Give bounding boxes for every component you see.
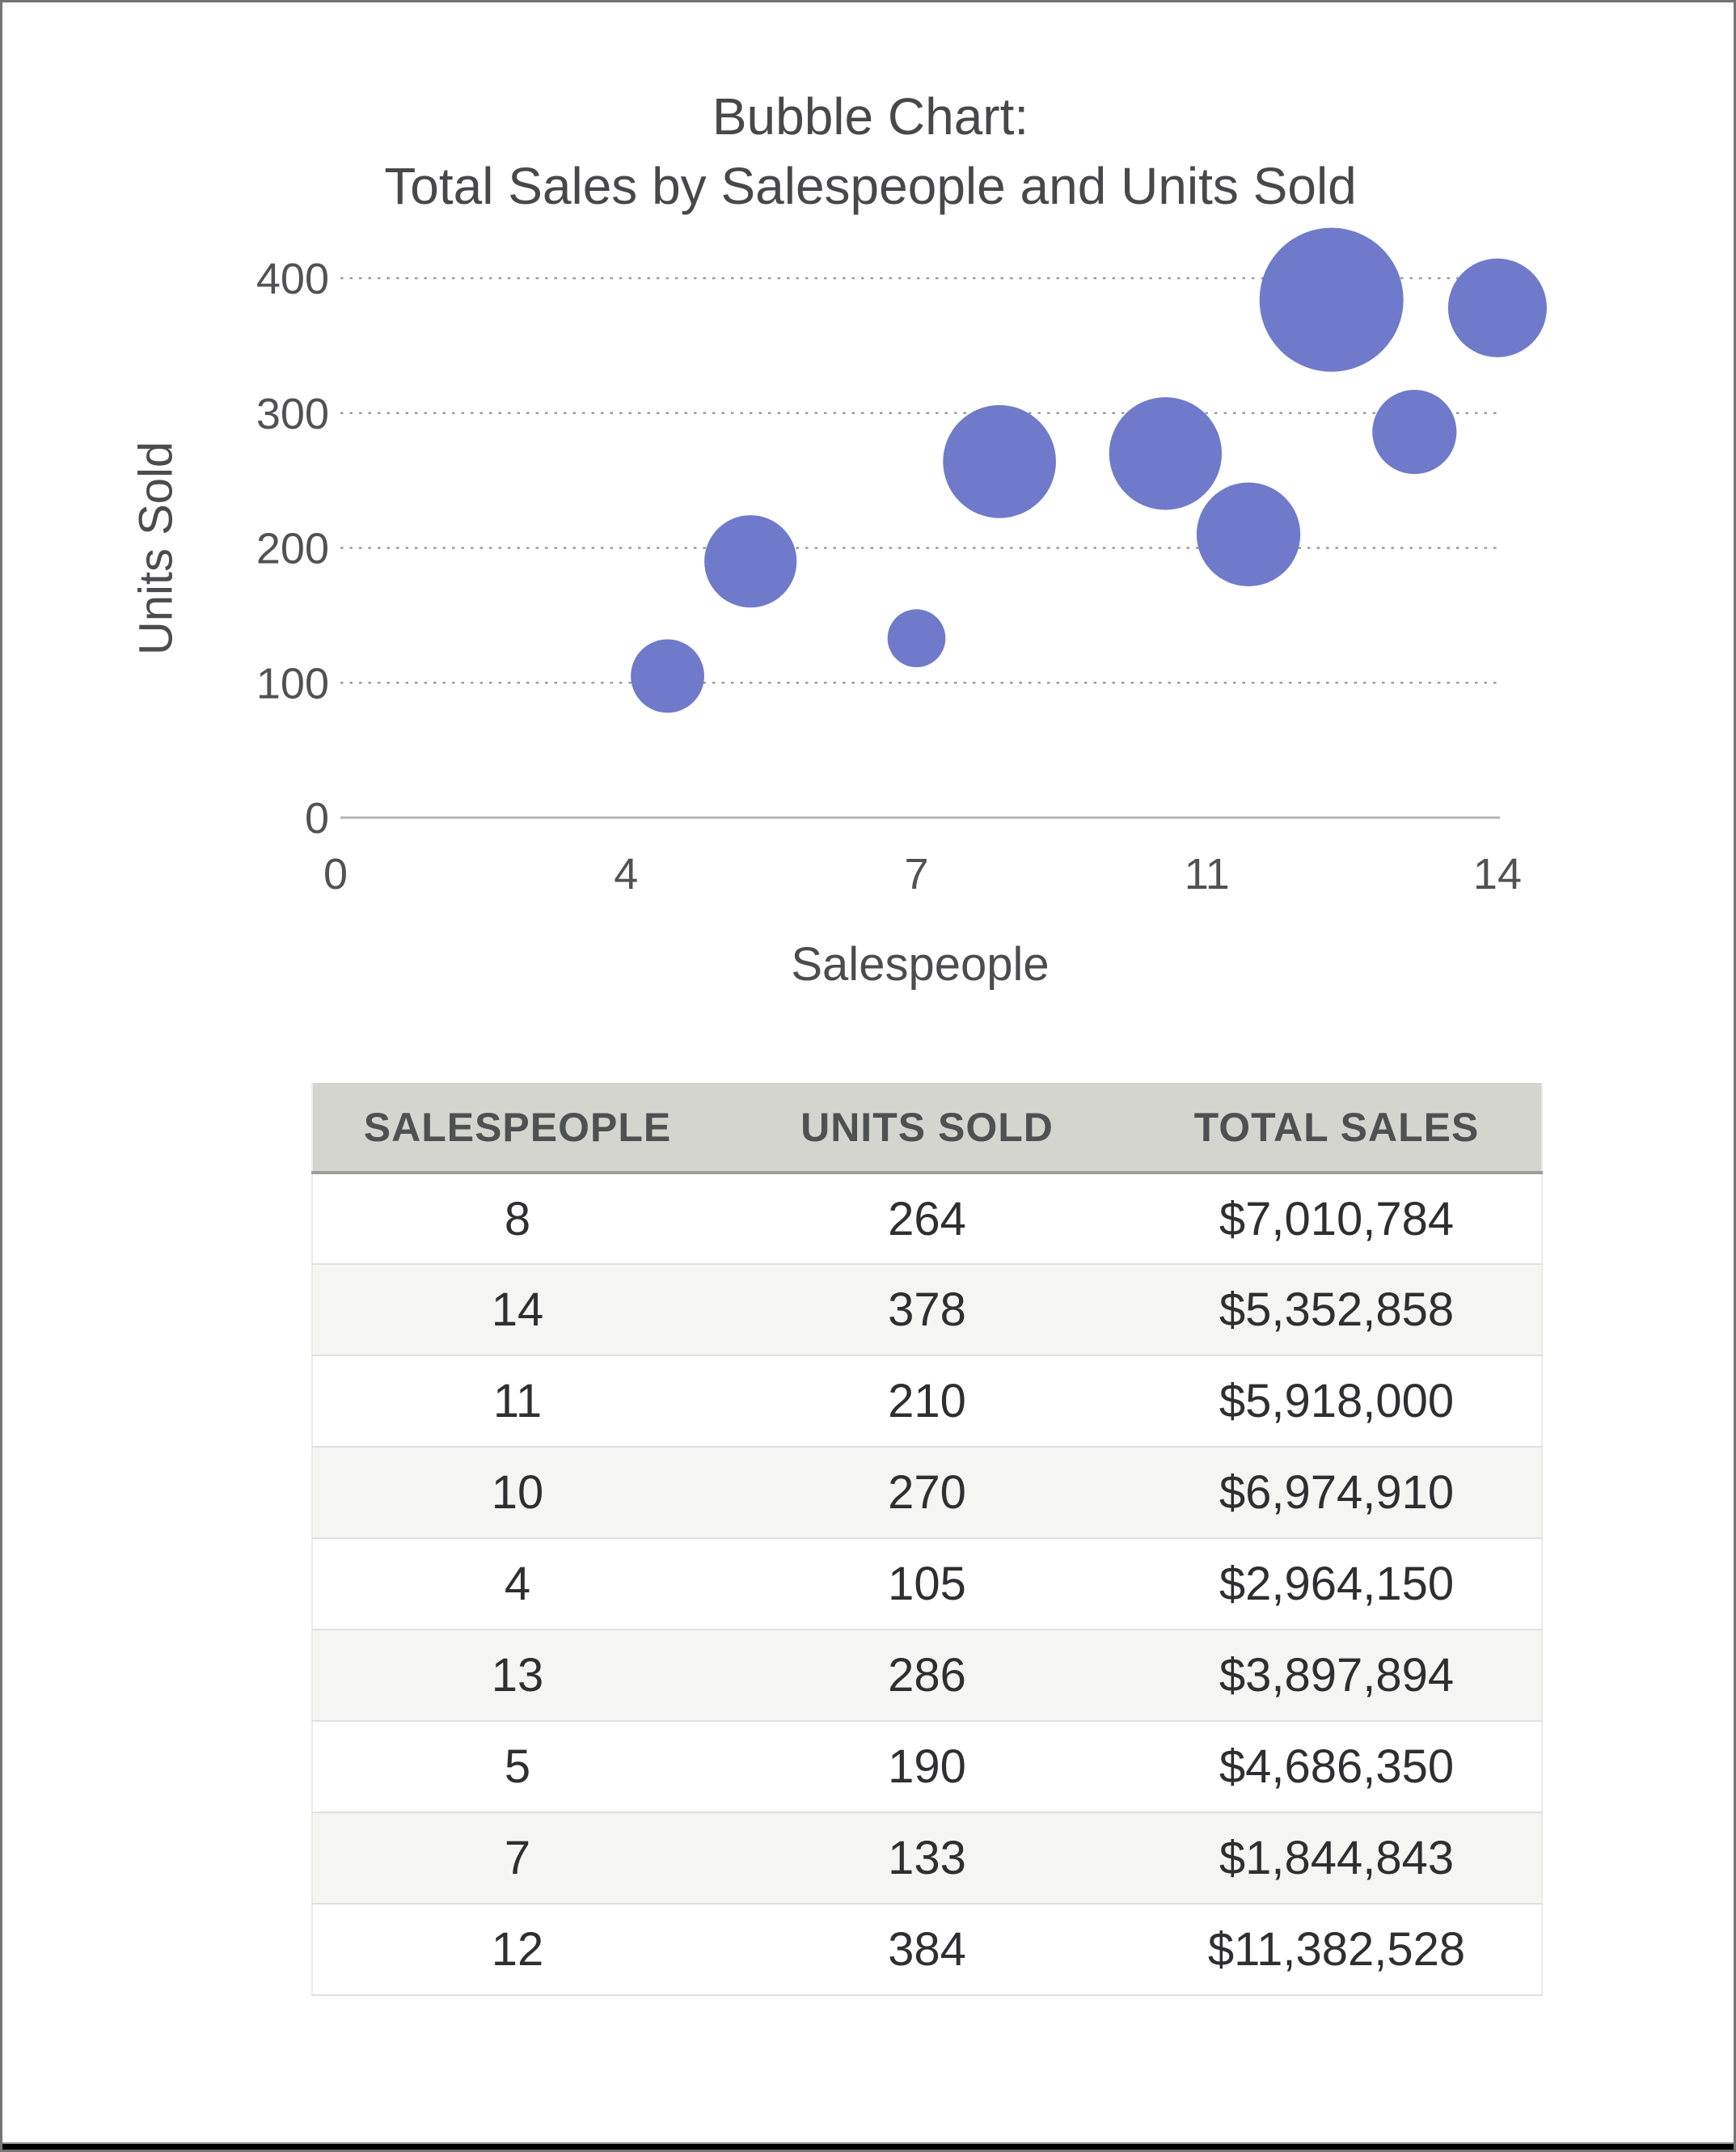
table-row: 13 286 $3,897,894 — [312, 1629, 1542, 1721]
table-cell: 105 — [722, 1537, 1132, 1630]
window-bottom-edge — [2, 2142, 1734, 2150]
table-row: 11 210 $5,918,000 — [312, 1355, 1542, 1447]
bubble-point — [887, 609, 946, 668]
bubble-point — [1259, 227, 1404, 372]
table-header-row: SALESPEOPLE UNITS SOLD TOTAL SALES — [312, 1083, 1542, 1174]
y-tick-label: 100 — [256, 659, 329, 708]
sales-table: SALESPEOPLE UNITS SOLD TOTAL SALES 8 264 $7,… — [311, 1083, 1543, 1996]
x-tick-label: 4 — [614, 850, 638, 898]
chart-title-line-1: Bubble Chart: — [712, 87, 1029, 146]
data-table: SALESPEOPLE UNITS SOLD TOTAL SALES 8 264 $7,… — [311, 1083, 1543, 1996]
table-row: 14 378 $5,352,858 — [312, 1263, 1542, 1355]
table-row: 5 190 $4,686,350 — [312, 1720, 1542, 1812]
table-cell: 8 — [504, 1192, 531, 1245]
bubble-point — [1109, 397, 1223, 510]
table-header-cell: UNITS SOLD — [722, 1083, 1132, 1174]
x-tick-label: 14 — [1473, 850, 1522, 898]
y-tick-label: 0 — [305, 794, 329, 843]
bubble-point — [631, 639, 704, 713]
table-header-cell: TOTAL SALES — [1132, 1083, 1542, 1174]
bubble-point — [1372, 390, 1457, 475]
table-cell: $6,974,910 — [1132, 1446, 1542, 1538]
table-cell: $5,918,000 — [1132, 1355, 1542, 1447]
table-row: 10 270 $6,974,910 — [312, 1446, 1542, 1538]
table-cell: 133 — [722, 1812, 1132, 1904]
table-row: 7 133 $1,844,843 — [312, 1812, 1542, 1904]
table-cell: 264 — [888, 1192, 966, 1245]
table-cell: 12 — [312, 1903, 722, 1996]
table-cell: $7,010,784 — [1219, 1192, 1455, 1245]
table-cell: 11 — [312, 1355, 722, 1447]
table-cell: 286 — [722, 1629, 1132, 1721]
y-tick-label: 300 — [256, 390, 329, 438]
table-row: 8 264 $7,010,784 — [312, 1173, 1542, 1264]
table-cell: 13 — [312, 1629, 722, 1721]
bubble-chart: 0 100 200 300 400 0 4 7 11 14 — [256, 227, 1547, 898]
table-cell: $3,897,894 — [1132, 1629, 1542, 1721]
table-cell: 378 — [722, 1263, 1132, 1355]
table-cell: 190 — [722, 1720, 1132, 1812]
y-axis-title: Units Sold — [129, 441, 183, 656]
x-tick-label: 0 — [323, 850, 348, 898]
bubble-point — [1196, 482, 1301, 586]
table-cell: $11,382,528 — [1132, 1903, 1542, 1996]
table-cell: $1,844,843 — [1132, 1812, 1542, 1904]
table-cell: 7 — [312, 1812, 722, 1904]
table-cell: $4,686,350 — [1132, 1720, 1542, 1812]
table-cell: $5,352,858 — [1132, 1263, 1542, 1355]
y-tick-label: 400 — [256, 255, 329, 303]
bubble-point — [943, 404, 1056, 518]
table-cell: 270 — [722, 1446, 1132, 1538]
table-row: 4 105 $2,964,150 — [312, 1537, 1542, 1630]
table-cell: $2,964,150 — [1132, 1537, 1542, 1630]
x-tick-label: 7 — [904, 850, 928, 898]
chart-title: Bubble Chart: Total Sales by Salespeople… — [2, 82, 1734, 221]
table-cell: 210 — [722, 1355, 1132, 1447]
y-tick-label: 200 — [256, 525, 329, 573]
chart-title-line-2: Total Sales by Salespeople and Units Sol… — [384, 157, 1357, 215]
table-row: 12 384 $11,382,528 — [312, 1903, 1542, 1996]
table-cell: 10 — [312, 1446, 722, 1538]
x-tick-label: 11 — [1185, 850, 1230, 898]
table-cell: 4 — [312, 1537, 722, 1630]
bubble-point — [1447, 258, 1547, 357]
table-cell: 5 — [312, 1720, 722, 1812]
bubble-point — [704, 515, 797, 608]
table-cell: 14 — [312, 1263, 722, 1355]
table-header-cell: SALESPEOPLE — [312, 1083, 722, 1174]
table-cell: 384 — [722, 1903, 1132, 1996]
x-axis-title: Salespeople — [791, 938, 1050, 991]
